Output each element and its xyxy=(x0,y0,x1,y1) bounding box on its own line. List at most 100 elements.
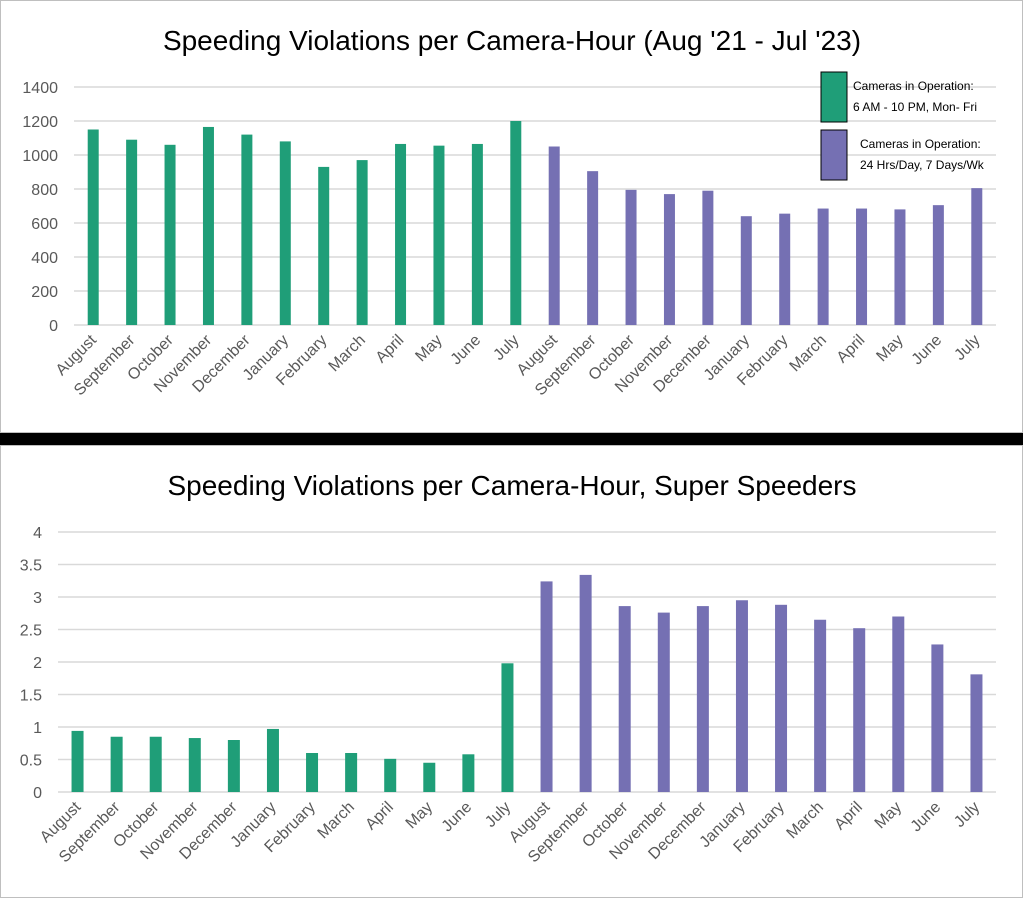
bar xyxy=(356,160,368,325)
x-tick-label: May xyxy=(412,332,445,365)
bar xyxy=(735,600,748,792)
y-tick-label: 3.5 xyxy=(20,558,42,575)
legend-entry-full-time: Cameras in Operation: 24 Hrs/Day, 7 Days… xyxy=(820,129,985,181)
x-tick-label: April xyxy=(373,332,408,367)
bar xyxy=(817,208,829,325)
bar xyxy=(110,736,123,792)
bar xyxy=(814,619,827,792)
bar xyxy=(894,209,906,325)
bar xyxy=(188,738,201,792)
bar xyxy=(126,139,138,325)
bar xyxy=(856,208,868,325)
bar xyxy=(587,171,599,325)
y-tick-label: 1200 xyxy=(22,114,58,131)
bar xyxy=(970,674,983,792)
x-tick-label: May xyxy=(403,799,436,832)
bar xyxy=(548,146,560,325)
y-tick-label: 200 xyxy=(31,284,58,301)
y-tick-label: 400 xyxy=(31,250,58,267)
bar xyxy=(657,612,670,792)
y-tick-label: 0 xyxy=(33,785,42,802)
y-tick-label: 0 xyxy=(49,318,58,335)
x-axis: AugustSeptemberOctoberNovemberDecemberJa… xyxy=(37,798,983,866)
x-tick-label: June xyxy=(448,332,485,369)
x-tick-label: June xyxy=(909,332,946,369)
bar xyxy=(149,736,162,792)
grid xyxy=(74,86,996,326)
legend-label-line1: Cameras in Operation: xyxy=(860,137,981,151)
bar xyxy=(510,121,522,325)
x-tick-label: July xyxy=(490,332,522,364)
y-tick-label: 1 xyxy=(33,720,42,737)
bar xyxy=(202,126,214,325)
grid xyxy=(58,531,996,793)
legend: Cameras in Operation: 6 AM - 10 PM, Mon-… xyxy=(820,71,985,181)
bar xyxy=(779,213,791,325)
x-axis: AugustSeptemberOctoberNovemberDecemberJa… xyxy=(53,331,984,399)
x-tick-label: June xyxy=(908,799,945,836)
x-tick-label: July xyxy=(482,799,514,831)
legend-entry-limited-hours: Cameras in Operation: 6 AM - 10 PM, Mon-… xyxy=(820,71,977,123)
bar xyxy=(853,628,866,792)
separator-bar xyxy=(0,433,1023,445)
bar xyxy=(696,606,709,792)
x-tick-label: June xyxy=(439,799,476,836)
y-tick-label: 1000 xyxy=(22,148,58,165)
x-tick-label: March xyxy=(786,332,829,375)
bar xyxy=(931,644,944,792)
bar xyxy=(318,166,330,325)
y-tick-label: 4 xyxy=(33,525,42,542)
bars xyxy=(87,121,983,325)
x-tick-label: March xyxy=(325,332,368,375)
x-tick-label: April xyxy=(831,799,866,834)
x-tick-label: April xyxy=(834,332,869,367)
bottom-chart-panel: Speeding Violations per Camera-Hour, Sup… xyxy=(0,445,1023,898)
legend-label-line1: Cameras in Operation: xyxy=(853,79,974,93)
bar xyxy=(87,129,99,325)
y-tick-label: 1400 xyxy=(22,80,58,97)
y-tick-label: 0.5 xyxy=(20,753,42,770)
top-chart: Speeding Violations per Camera-Hour (Aug… xyxy=(22,25,996,399)
y-tick-label: 3 xyxy=(33,590,42,607)
bar xyxy=(164,144,176,325)
bars xyxy=(71,574,983,792)
bar xyxy=(241,134,253,325)
bar xyxy=(932,205,944,325)
bar xyxy=(625,189,637,325)
bar xyxy=(227,740,240,792)
x-tick-label: July xyxy=(951,332,983,364)
y-tick-label: 800 xyxy=(31,182,58,199)
y-axis: 0 200 400 600 800 1000 1200 1400 xyxy=(22,80,58,335)
x-tick-label: July xyxy=(951,799,983,831)
bar xyxy=(775,604,788,792)
legend-swatch xyxy=(820,71,848,123)
bar xyxy=(971,188,983,325)
bar xyxy=(345,753,358,792)
bar xyxy=(702,190,714,325)
bar xyxy=(892,616,905,792)
x-tick-label: March xyxy=(314,799,357,842)
y-tick-label: 2.5 xyxy=(20,623,42,640)
top-chart-panel: Speeding Violations per Camera-Hour (Aug… xyxy=(0,0,1023,433)
y-axis: 0 0.5 1 1.5 2 2.5 3 3.5 4 xyxy=(20,525,42,802)
chart-title: Speeding Violations per Camera-Hour (Aug… xyxy=(163,25,861,56)
bar xyxy=(501,663,514,792)
bar xyxy=(395,143,407,325)
legend-label-line2: 6 AM - 10 PM, Mon- Fri xyxy=(853,100,977,114)
bar xyxy=(384,758,397,792)
bar xyxy=(462,754,475,792)
x-tick-label: May xyxy=(873,332,906,365)
bar xyxy=(423,762,436,792)
y-tick-label: 1.5 xyxy=(20,688,42,705)
chart-title: Speeding Violations per Camera-Hour, Sup… xyxy=(167,470,856,501)
legend-label-line2: 24 Hrs/Day, 7 Days/Wk xyxy=(860,158,985,172)
y-tick-label: 600 xyxy=(31,216,58,233)
bar xyxy=(663,194,675,325)
y-tick-label: 2 xyxy=(33,655,42,672)
bar xyxy=(279,141,291,325)
bar xyxy=(433,145,445,325)
bar xyxy=(306,753,319,792)
x-tick-label: April xyxy=(362,799,397,834)
bar xyxy=(266,728,279,792)
legend-swatch xyxy=(820,129,848,181)
